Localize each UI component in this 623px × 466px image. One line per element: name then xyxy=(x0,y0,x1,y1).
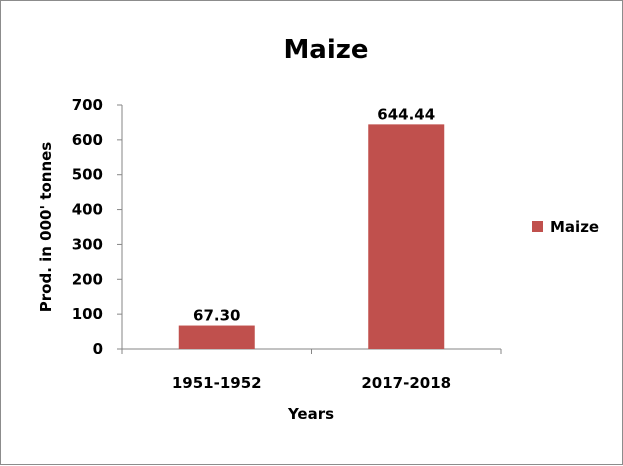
y-tick-label: 0 xyxy=(93,340,103,358)
legend: Maize xyxy=(532,218,599,236)
x-tick-label: 2017-2018 xyxy=(361,374,451,392)
bar-series xyxy=(178,124,445,349)
data-label-2017-2018: 644.44 xyxy=(377,105,435,123)
bar-1951-1952 xyxy=(178,325,255,349)
data-label-1951-1952: 67.30 xyxy=(193,307,240,325)
y-axis-title: Prod. in 000' tonnes xyxy=(37,142,55,313)
y-tick-label: 700 xyxy=(72,96,103,114)
y-tick-label: 300 xyxy=(72,235,103,253)
data-labels: 67.30 644.44 xyxy=(193,105,435,324)
bar-2017-2018 xyxy=(368,124,445,349)
x-axis-title: Years xyxy=(287,405,334,423)
x-axis xyxy=(121,348,502,354)
y-tick-label: 400 xyxy=(72,201,103,219)
chart-title: Maize xyxy=(283,35,368,65)
legend-label: Maize xyxy=(550,218,599,236)
y-axis xyxy=(117,104,123,350)
y-tick-label: 100 xyxy=(72,305,103,323)
y-tick-labels: 0 100 200 300 400 500 600 700 xyxy=(72,96,103,358)
y-tick-label: 200 xyxy=(72,270,103,288)
x-tick-label: 1951-1952 xyxy=(172,374,262,392)
y-tick-label: 500 xyxy=(72,166,103,184)
legend-swatch xyxy=(532,221,543,232)
y-tick-label: 600 xyxy=(72,131,103,149)
x-tick-labels: 1951-1952 2017-2018 xyxy=(172,374,451,392)
